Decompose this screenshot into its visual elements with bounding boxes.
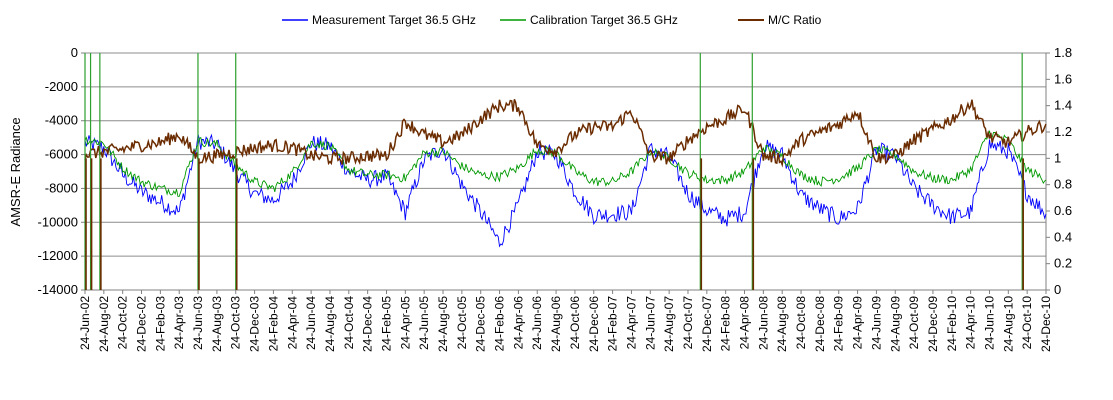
legend-label-ratio: M/C Ratio <box>768 13 822 27</box>
x-tick-label: 24-Feb-08 <box>719 296 733 352</box>
x-tick-label: 24-Jun-10 <box>982 296 996 350</box>
series-line <box>84 99 1047 168</box>
x-tick-label: 24-Dec-03 <box>248 296 262 352</box>
y2-tick-label: 1.4 <box>1054 98 1072 113</box>
x-tick-label: 24-Jun-04 <box>304 296 318 350</box>
x-tick-label: 24-Oct-05 <box>455 296 469 350</box>
x-tick-label: 24-Jun-03 <box>191 296 205 350</box>
plot-area: 0 -2000 -4000 -6000 -8000 -10000 -12000 -14000 1… <box>38 45 1073 352</box>
series-line <box>84 130 1047 197</box>
x-tick-label: 24-Feb-09 <box>832 296 846 352</box>
x-tick-label: 24-Oct-06 <box>568 296 582 350</box>
x-tick-label: 24-Feb-06 <box>493 296 507 352</box>
legend: Measurement Target 36.5 GHz Calibration … <box>282 13 822 27</box>
x-tick-label: 24-Jun-08 <box>756 296 770 350</box>
x-tick-label: 24-Dec-10 <box>1039 296 1053 352</box>
x-tick-label: 24-Dec-07 <box>700 296 714 352</box>
y-tick-label: -4000 <box>45 113 78 128</box>
y2-tick-label: 0.6 <box>1054 203 1072 218</box>
x-tick-label: 24-Apr-09 <box>851 296 865 350</box>
x-tick-label: 24-Apr-10 <box>964 296 978 350</box>
y-tick-label: -10000 <box>38 214 78 229</box>
x-tick-label: 24-Feb-05 <box>379 296 393 352</box>
x-tick-label: 24-Apr-05 <box>398 296 412 350</box>
x-tick-label: 24-Feb-04 <box>266 296 280 352</box>
x-tick-label: 24-Aug-02 <box>97 296 111 352</box>
legend-label-calibration: Calibration Target 36.5 GHz <box>530 13 678 27</box>
x-tick-label: 24-Oct-02 <box>116 296 130 350</box>
x-tick-label: 24-Oct-10 <box>1020 296 1034 350</box>
x-tick-label: 24-Aug-05 <box>436 296 450 352</box>
x-tick-label: 24-Aug-09 <box>888 296 902 352</box>
x-tick-label: 24-Jun-02 <box>78 296 92 350</box>
y2-tick-label: 1 <box>1054 150 1061 165</box>
x-tick-label: 24-Dec-06 <box>587 296 601 352</box>
x-tick-label: 24-Jun-05 <box>417 296 431 350</box>
x-tick-label: 24-Dec-08 <box>813 296 827 352</box>
y-tick-label: -6000 <box>45 147 78 162</box>
x-tick-label: 24-Dec-05 <box>474 296 488 352</box>
x-tick-label: 24-Oct-08 <box>794 296 808 350</box>
x-tick-label: 24-Dec-04 <box>361 296 375 352</box>
x-tick-label: 24-Dec-02 <box>135 296 149 352</box>
x-tick-label: 24-Aug-10 <box>1001 296 1015 352</box>
x-tick-label: 24-Apr-06 <box>511 296 525 350</box>
x-tick-label: 24-Dec-09 <box>926 296 940 352</box>
x-tick-label: 24-Jun-06 <box>530 296 544 350</box>
y-tick-label: -14000 <box>38 282 78 297</box>
legend-label-measurement: Measurement Target 36.5 GHz <box>312 13 476 27</box>
y2-tick-label: 1.8 <box>1054 45 1072 60</box>
y-axis-title: AMSR-E Radiance <box>8 117 23 226</box>
x-tick-label: 24-Feb-07 <box>606 296 620 352</box>
x-tick-label: 24-Oct-04 <box>342 296 356 350</box>
y2-tick-label: 1.6 <box>1054 71 1072 86</box>
y-tick-label: -12000 <box>38 248 78 263</box>
x-tick-label: 24-Feb-03 <box>153 296 167 352</box>
y2-tick-label: 0.8 <box>1054 177 1072 192</box>
x-tick-label: 24-Oct-07 <box>681 296 695 350</box>
x-tick-label: 24-Feb-10 <box>945 296 959 352</box>
x-tick-label: 24-Apr-03 <box>172 296 186 350</box>
y2-tick-label: 1.2 <box>1054 124 1072 139</box>
x-tick-label: 24-Aug-08 <box>775 296 789 352</box>
x-tick-label: 24-Aug-04 <box>323 296 337 352</box>
x-tick-label: 24-Jun-09 <box>869 296 883 350</box>
x-tick-label: 24-Aug-03 <box>210 296 224 352</box>
x-tick-label: 24-Jun-07 <box>643 296 657 350</box>
y2-tick-label: 0 <box>1054 282 1061 297</box>
x-tick-label: 24-Oct-03 <box>229 296 243 350</box>
x-tick-label: 24-Oct-09 <box>907 296 921 350</box>
y2-tick-label: 0.2 <box>1054 256 1072 271</box>
x-tick-label: 24-Apr-07 <box>624 296 638 350</box>
x-tick-label: 24-Aug-07 <box>662 296 676 352</box>
y-tick-label: -8000 <box>45 180 78 195</box>
x-tick-label: 24-Apr-04 <box>285 296 299 350</box>
y2-tick-label: 0.4 <box>1054 229 1072 244</box>
x-tick-label: 24-Aug-06 <box>549 296 563 352</box>
y-tick-label: 0 <box>71 45 78 60</box>
x-tick-label: 24-Apr-08 <box>738 296 752 350</box>
y-tick-label: -2000 <box>45 79 78 94</box>
